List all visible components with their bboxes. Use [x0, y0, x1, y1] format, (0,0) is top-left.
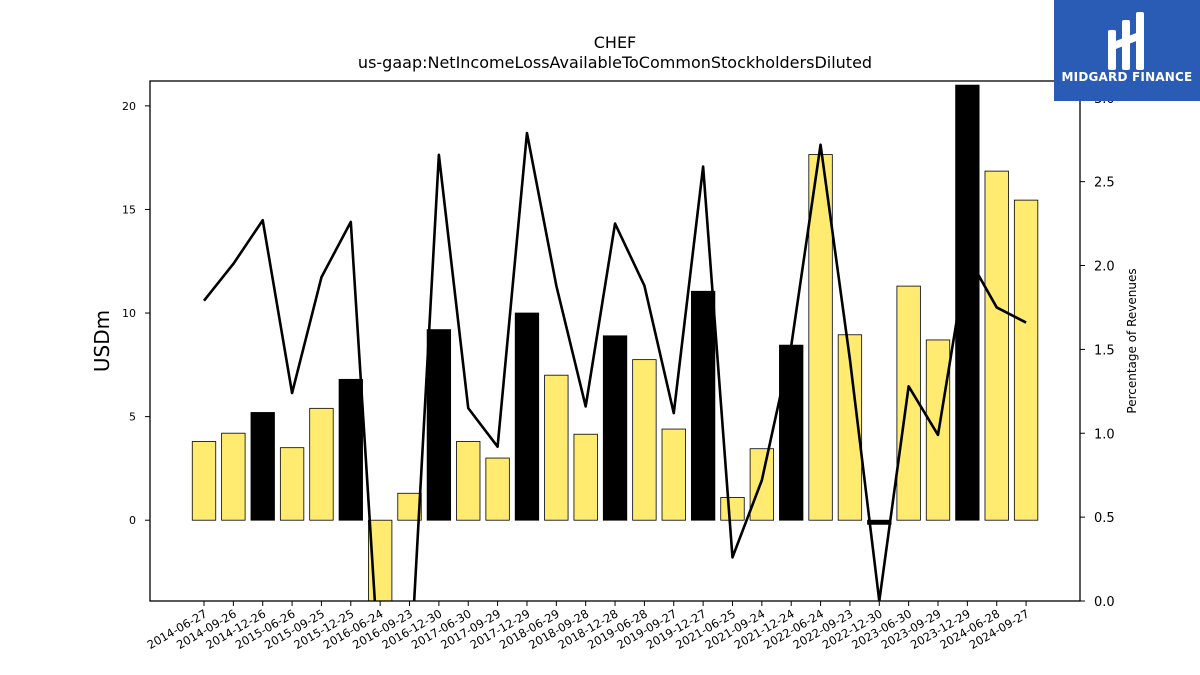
y-tick-label: 0: [129, 514, 136, 527]
logo-mark-icon: [1108, 12, 1144, 70]
y-tick-label: 5: [129, 411, 136, 424]
bar-2015-12-25: [338, 378, 363, 521]
bar-2021-06-25: [720, 497, 745, 521]
chart-subtitle: us-gaap:NetIncomeLossAvailableToCommonSt…: [358, 53, 872, 72]
logo: MIDGARD FINANCE: [1054, 0, 1200, 101]
bar-2014-06-27: [191, 441, 217, 521]
y2-tick-label: 0.5: [1094, 511, 1115, 526]
chart-title: CHEF: [594, 33, 637, 52]
bar-2022-09-23: [837, 334, 863, 521]
right-axis: 0.00.51.01.52.02.53.0: [1080, 92, 1115, 610]
bar-2018-06-29: [544, 374, 569, 521]
bar-2017-06-30: [456, 441, 481, 521]
bar-2017-09-29: [485, 457, 510, 521]
bar-2021-12-24: [779, 344, 804, 521]
bar-2024-06-28: [984, 170, 1009, 521]
y2-tick-label: 1.0: [1094, 427, 1115, 442]
bar-2016-12-30: [426, 329, 452, 521]
line-series: [202, 131, 1027, 601]
left-axis: 0 5 10 15 20: [122, 100, 150, 527]
bar-series: [191, 84, 1039, 601]
bar-2018-12-28: [602, 335, 628, 521]
y-tick-label: 15: [122, 203, 136, 216]
bar-2018-09-28: [573, 433, 598, 521]
y2-tick-label: 1.5: [1094, 343, 1115, 358]
bar-2019-06-28: [632, 359, 657, 521]
y2-axis-label: Percentage of Revenues: [1125, 268, 1139, 413]
bar-2023-12-29: [955, 84, 980, 521]
x-axis: 2014-06-272014-09-262014-12-262015-06-26…: [145, 601, 1032, 652]
bar-2019-09-27: [661, 428, 686, 521]
y-tick-label: 10: [122, 307, 136, 320]
logo-text: MIDGARD FINANCE: [1062, 70, 1193, 84]
bar-2022-06-24: [808, 154, 833, 521]
y2-tick-label: 2.5: [1094, 176, 1115, 191]
line-path: [202, 131, 1027, 601]
y-tick-label: 20: [122, 100, 136, 113]
bar-2016-09-23: [397, 492, 422, 521]
bar-2014-12-26: [250, 412, 275, 521]
bar-2014-09-26: [221, 432, 246, 521]
bar-2015-06-26: [279, 447, 305, 521]
y2-tick-label: 2.0: [1094, 260, 1115, 275]
bar-2019-12-27: [690, 290, 716, 521]
y2-tick-label: 0.0: [1094, 595, 1115, 610]
bar-2021-09-24: [749, 448, 774, 521]
y-axis-label: USDm: [90, 310, 114, 372]
bar-2024-09-27: [1013, 199, 1039, 521]
bar-2015-09-25: [309, 407, 334, 521]
bar-2023-06-30: [896, 285, 921, 521]
bar-2017-12-29: [514, 312, 540, 521]
